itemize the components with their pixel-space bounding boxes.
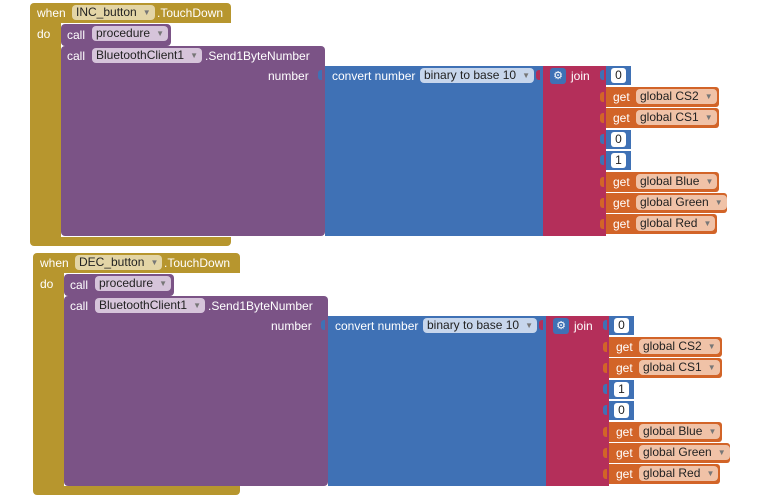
dropdown-arrow-icon: ▼ (703, 219, 712, 228)
variable-dropdown[interactable]: global CS1 ▼ (639, 360, 720, 375)
get-label: get (613, 111, 630, 125)
number-field[interactable]: 0 (614, 403, 629, 418)
dropdown-arrow-icon: ▼ (707, 363, 716, 372)
dropdown-arrow-icon: ▼ (707, 342, 716, 351)
dropdown-arrow-icon: ▼ (150, 258, 159, 267)
get-label: get (616, 425, 633, 439)
number-field[interactable]: 0 (611, 68, 626, 83)
variable-dropdown[interactable]: global CS2 ▼ (639, 339, 720, 354)
event-name: .TouchDown (157, 6, 224, 20)
bluetooth-component-dropdown[interactable]: BluetoothClient1 ▼ (92, 48, 203, 63)
base-dropdown[interactable]: binary to base 10 ▼ (423, 318, 538, 333)
dropdown-arrow-icon: ▼ (708, 427, 717, 436)
call-label: call (70, 278, 89, 292)
dropdown-arrow-icon: ▼ (705, 177, 714, 186)
when-label: when (40, 256, 69, 270)
dropdown-arrow-icon: ▼ (714, 198, 723, 207)
component-dropdown[interactable]: INC_button ▼ (72, 5, 155, 20)
procedure-dropdown[interactable]: procedure ▼ (92, 26, 169, 41)
variable-dropdown[interactable]: global Blue ▼ (639, 424, 721, 439)
get-label: get (613, 196, 630, 210)
dropdown-arrow-icon: ▼ (156, 29, 165, 38)
base-dropdown[interactable]: binary to base 10 ▼ (420, 68, 535, 83)
variable-dropdown[interactable]: global Green ▼ (636, 195, 727, 210)
variable-dropdown[interactable]: global Red ▼ (639, 466, 719, 481)
when-label: when (37, 6, 66, 20)
component-dropdown[interactable]: DEC_button ▼ (75, 255, 163, 270)
variable-dropdown[interactable]: global Red ▼ (636, 216, 716, 231)
gear-icon[interactable]: ⚙ (550, 68, 566, 84)
bluetooth-component-dropdown[interactable]: BluetoothClient1 ▼ (95, 298, 206, 313)
procedure-dropdown[interactable]: procedure ▼ (95, 276, 172, 291)
call-label: call (67, 49, 86, 63)
get-label: get (616, 340, 633, 354)
number-field[interactable]: 1 (611, 153, 626, 168)
convert-label: convert number (332, 69, 416, 83)
param-label: number (268, 69, 309, 83)
gear-icon[interactable]: ⚙ (553, 318, 569, 334)
number-field[interactable]: 0 (611, 132, 626, 147)
method-name: .Send1ByteNumber (208, 299, 313, 313)
join-label: join (571, 69, 590, 83)
method-name: .Send1ByteNumber (205, 49, 310, 63)
variable-dropdown[interactable]: global Green ▼ (639, 445, 730, 460)
dropdown-arrow-icon: ▼ (706, 469, 715, 478)
call-label: call (67, 28, 86, 42)
param-label: number (271, 319, 312, 333)
dropdown-arrow-icon: ▼ (142, 8, 151, 17)
get-label: get (616, 446, 633, 460)
variable-dropdown[interactable]: global Blue ▼ (636, 174, 718, 189)
get-label: get (616, 467, 633, 481)
number-field[interactable]: 1 (614, 382, 629, 397)
dropdown-arrow-icon: ▼ (717, 448, 726, 457)
get-label: get (613, 90, 630, 104)
call-label: call (70, 299, 89, 313)
do-label: do (40, 277, 54, 291)
get-label: get (613, 217, 630, 231)
dropdown-arrow-icon: ▼ (193, 301, 202, 310)
get-label: get (616, 361, 633, 375)
dropdown-arrow-icon: ▼ (190, 51, 199, 60)
dropdown-arrow-icon: ▼ (525, 321, 534, 330)
dropdown-arrow-icon: ▼ (704, 113, 713, 122)
dropdown-arrow-icon: ▼ (159, 279, 168, 288)
dropdown-arrow-icon: ▼ (704, 92, 713, 101)
join-label: join (574, 319, 593, 333)
get-label: get (613, 175, 630, 189)
dropdown-arrow-icon: ▼ (522, 71, 531, 80)
variable-dropdown[interactable]: global CS2 ▼ (636, 89, 717, 104)
convert-label: convert number (335, 319, 419, 333)
event-name: .TouchDown (164, 256, 231, 270)
do-label: do (37, 27, 51, 41)
variable-dropdown[interactable]: global CS1 ▼ (636, 110, 717, 125)
number-field[interactable]: 0 (614, 318, 629, 333)
